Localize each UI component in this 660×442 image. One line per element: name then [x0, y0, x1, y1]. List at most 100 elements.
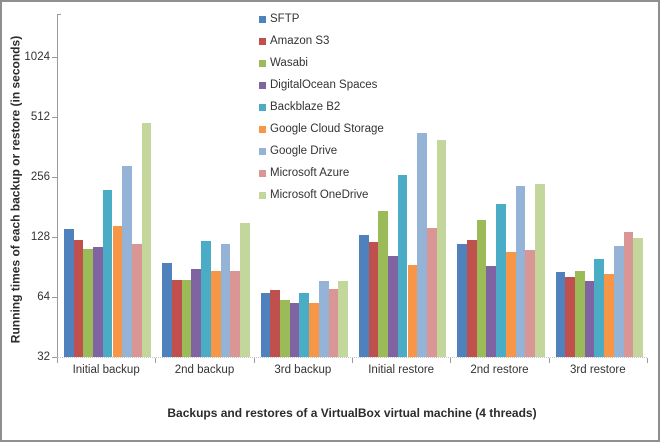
x-boundary-tick [253, 358, 255, 363]
y-tick [52, 357, 57, 358]
y-tick-label: 128 [30, 231, 50, 243]
bar-backblaze-b2 [299, 293, 310, 357]
bar-google-drive [417, 133, 427, 357]
legend-swatch-icon [259, 59, 266, 67]
bar-microsoft-onedrive [534, 183, 545, 357]
bar-sftp [64, 229, 74, 357]
legend-item-microsoft-onedrive: Microsoft OneDrive [259, 184, 384, 206]
bar-backblaze-b2 [496, 204, 506, 357]
bar-backblaze-b2 [594, 259, 605, 357]
x-boundary-tick [57, 358, 58, 363]
legend-label: SFTP [270, 13, 300, 25]
legend-label: Google Drive [270, 145, 338, 157]
bar-microsoft-onedrive [633, 237, 643, 357]
bar-microsoft-azure [230, 271, 240, 357]
x-axis-title: Backups and restores of a VirtualBox vir… [167, 406, 537, 420]
bar-wasabi [181, 279, 192, 357]
legend-swatch-icon [259, 169, 266, 177]
bar-google-drive [515, 186, 526, 357]
bar-wasabi [476, 219, 487, 357]
x-boundary-tick [352, 358, 353, 363]
bar-sftp [359, 234, 369, 357]
bar-google-drive [318, 280, 329, 357]
legend-swatch-icon [259, 15, 266, 23]
legend-swatch-icon [259, 191, 266, 199]
y-tick-label: 512 [30, 111, 50, 123]
bar-google-drive [122, 166, 132, 357]
bar-microsoft-onedrive [141, 122, 152, 357]
legend-item-amazon-s3: Amazon S3 [259, 30, 384, 52]
bar-wasabi [575, 271, 585, 357]
bar-microsoft-azure [525, 250, 535, 357]
bar-wasabi [280, 299, 290, 357]
bar-google-drive [220, 244, 231, 357]
y-tick [52, 297, 57, 298]
legend-item-sftp: SFTP [259, 8, 384, 30]
bar-microsoft-azure [426, 228, 437, 357]
y-tick-label: 256 [30, 171, 50, 183]
bar-google-cloud-storage [309, 302, 319, 357]
bar-sftp [162, 262, 173, 357]
bar-amazon-s3 [565, 276, 576, 357]
bar-digitalocean-spaces [584, 280, 595, 357]
bar-amazon-s3 [368, 241, 379, 357]
y-tick-label: 1024 [24, 51, 50, 63]
bar-google-cloud-storage [112, 225, 123, 357]
x-boundary-tick [647, 358, 648, 363]
bar-google-cloud-storage [407, 264, 418, 357]
category-label: Initial backup [72, 364, 140, 376]
bar-microsoft-onedrive [338, 280, 348, 357]
bar-digitalocean-spaces [191, 269, 202, 357]
legend-swatch-icon [259, 81, 266, 89]
y-tick [52, 177, 57, 178]
bar-digitalocean-spaces [486, 265, 497, 357]
legend-label: Google Cloud Storage [270, 123, 384, 135]
bar-microsoft-azure [328, 289, 339, 357]
legend-item-google-cloud-storage: Google Cloud Storage [259, 118, 384, 140]
bar-sftp [260, 293, 271, 357]
legend-item-wasabi: Wasabi [259, 52, 384, 74]
bar-digitalocean-spaces [93, 247, 103, 357]
category-label: 2nd restore [470, 364, 529, 376]
bar-google-cloud-storage [505, 251, 516, 357]
bar-wasabi [83, 248, 94, 357]
bar-backblaze-b2 [102, 190, 113, 357]
legend-label: Wasabi [270, 57, 308, 69]
category-label: 2nd backup [174, 364, 235, 376]
bar-wasabi [378, 211, 389, 357]
legend-item-google-drive: Google Drive [259, 140, 384, 162]
legend-label: Microsoft OneDrive [270, 189, 369, 201]
y-tick-label: 32 [37, 351, 50, 363]
x-boundary-tick [155, 358, 157, 363]
y-tick [52, 117, 57, 118]
bar-amazon-s3 [172, 279, 182, 357]
legend-label: Microsoft Azure [270, 167, 350, 179]
y-axis-title: Running times of each backup or restore … [8, 35, 23, 344]
y-tick [52, 57, 57, 58]
bar-sftp [555, 272, 566, 357]
legend-item-digitalocean-spaces: DigitalOcean Spaces [259, 74, 384, 96]
x-boundary-tick [548, 358, 550, 363]
bar-sftp [457, 244, 468, 357]
x-boundary-tick [450, 358, 452, 363]
bar-amazon-s3 [73, 240, 84, 357]
legend-item-backblaze-b2: Backblaze B2 [259, 96, 384, 118]
legend-swatch-icon [259, 147, 266, 155]
category-label: Initial restore [368, 364, 435, 376]
bar-digitalocean-spaces [289, 302, 300, 357]
bar-google-cloud-storage [604, 274, 614, 357]
bar-google-drive [613, 245, 624, 357]
bar-amazon-s3 [270, 290, 281, 357]
bar-google-cloud-storage [210, 271, 221, 357]
y-tick [52, 237, 57, 238]
bar-microsoft-azure [623, 231, 634, 357]
x-axis-baseline [57, 357, 647, 358]
legend-item-microsoft-azure: Microsoft Azure [259, 162, 384, 184]
legend-label: Backblaze B2 [270, 101, 341, 113]
legend-label: Amazon S3 [270, 35, 330, 47]
bar-amazon-s3 [467, 240, 477, 357]
bar-backblaze-b2 [397, 174, 408, 357]
y-tick-label: 64 [37, 291, 50, 303]
category-label: 3rd backup [274, 364, 332, 376]
